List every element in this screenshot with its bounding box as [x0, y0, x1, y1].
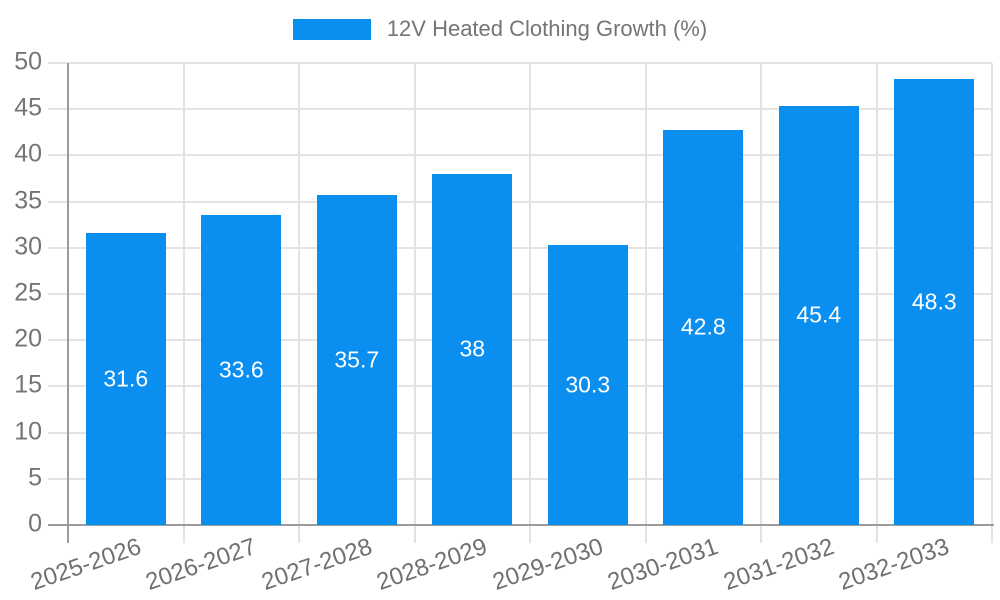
- legend-swatch-icon: [292, 18, 371, 40]
- y-axis-tick: [48, 62, 68, 64]
- x-axis-tick-label: 2027-2028: [258, 533, 376, 596]
- bar-value-label: 38: [459, 335, 486, 362]
- x-axis-tick-label: 2031-2032: [720, 533, 838, 596]
- y-axis-tick-label: 30: [14, 232, 42, 261]
- y-axis-tick-label: 10: [14, 416, 42, 445]
- y-axis-tick-label: 50: [14, 47, 42, 76]
- bar[interactable]: 33.6: [201, 214, 282, 525]
- x-axis-tick: [760, 525, 762, 543]
- x-axis-tick: [298, 525, 300, 543]
- x-axis-tick-label: 2026-2027: [142, 533, 261, 596]
- y-axis-tick-label: 25: [14, 278, 42, 307]
- bar-value-label: 30.3: [565, 371, 611, 398]
- gridline-vertical: [991, 63, 993, 525]
- bar[interactable]: 38: [432, 173, 513, 525]
- plot-area: 0 5 10 15 20 25 30 35 40 45 50 31.6 33.6 35.7 38 30.3 42…: [14, 47, 994, 596]
- y-axis-tick: [48, 108, 68, 111]
- y-axis-tick-label: 20: [14, 324, 42, 353]
- legend[interactable]: 12V Heated Clothing Growth (%): [0, 16, 1000, 42]
- gridline-vertical: [182, 63, 185, 525]
- gridline-vertical: [875, 63, 878, 525]
- bar[interactable]: 31.6: [85, 233, 166, 525]
- y-axis-tick-label: 35: [14, 185, 42, 214]
- x-axis-tick-label: 2030-2031: [604, 533, 723, 596]
- bar[interactable]: 30.3: [547, 245, 628, 525]
- gridline-vertical: [298, 63, 300, 525]
- y-axis-tick-label: 15: [14, 370, 42, 399]
- y-axis-tick: [48, 431, 68, 434]
- y-axis-tick: [48, 246, 68, 249]
- bar-value-label: 45.4: [796, 301, 842, 328]
- bar[interactable]: 48.3: [894, 78, 975, 525]
- y-axis-tick: [48, 339, 68, 342]
- bar-value-label: 35.7: [334, 346, 380, 373]
- gridline-vertical: [760, 63, 762, 525]
- y-axis-tick-label: 5: [28, 463, 42, 492]
- y-axis-tick-label: 40: [14, 139, 42, 168]
- y-axis-tick-label: 0: [28, 509, 42, 538]
- x-axis-tick: [644, 525, 647, 543]
- bar-value-label: 31.6: [103, 365, 149, 392]
- bar-value-label: 42.8: [680, 313, 726, 340]
- bar-value-label: 33.6: [218, 356, 264, 383]
- x-axis-tick: [529, 525, 531, 543]
- y-axis-tick: [48, 293, 68, 295]
- x-axis-line: [48, 524, 994, 526]
- bar[interactable]: 45.4: [778, 105, 859, 525]
- x-axis-tick: [182, 525, 185, 543]
- x-axis-tick-label: 2028-2029: [373, 533, 492, 596]
- y-axis-line: [67, 63, 69, 543]
- y-axis-tick-label: 45: [14, 93, 42, 122]
- x-axis-tick: [991, 525, 993, 543]
- legend-label: 12V Heated Clothing Growth (%): [386, 16, 708, 41]
- y-axis-tick: [48, 200, 68, 203]
- bar[interactable]: 42.8: [663, 129, 744, 525]
- bar[interactable]: 35.7: [316, 195, 397, 525]
- gridline-vertical: [644, 63, 647, 525]
- x-axis-tick-label: 2029-2030: [489, 533, 607, 596]
- y-axis-tick: [48, 477, 68, 480]
- gridline-vertical: [529, 63, 531, 525]
- y-axis-tick: [48, 154, 68, 157]
- x-axis-tick: [875, 525, 878, 543]
- gridline-vertical: [413, 63, 416, 525]
- x-axis-tick: [413, 525, 416, 543]
- y-axis-tick: [48, 385, 68, 388]
- x-axis-tick-label: 2025-2026: [27, 533, 145, 596]
- x-axis-tick-label: 2032-2033: [835, 533, 954, 596]
- bar-value-label: 48.3: [911, 288, 957, 315]
